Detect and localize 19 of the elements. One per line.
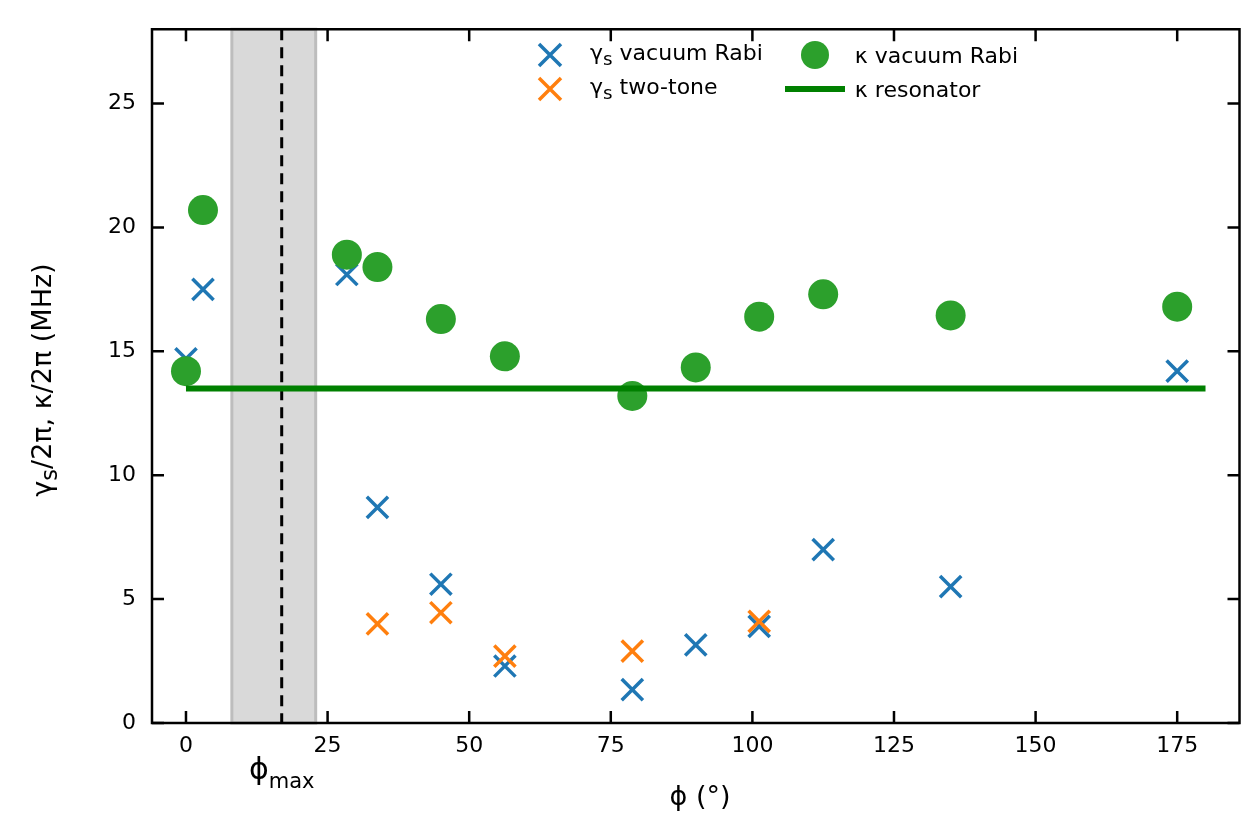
x-tick-label: 50	[455, 731, 484, 757]
y-tick-label: 25	[108, 89, 136, 115]
legend-label: κ vacuum Rabi	[854, 42, 1019, 68]
legend-label: κ resonator	[854, 76, 981, 102]
legend-label: γ$_{s}$ vacuum Rabi	[590, 40, 763, 70]
x-tick-label: 75	[596, 731, 625, 757]
x-tick-label: 0	[178, 731, 193, 757]
x-tick-label: 100	[731, 731, 774, 757]
x-tick-label: 25	[313, 731, 342, 757]
x-tick-label: 125	[872, 731, 915, 757]
y-tick-label: 10	[108, 460, 136, 486]
y-tick-label: 20	[108, 213, 136, 239]
legend-label: γ$_{s}$ two-tone	[590, 74, 718, 104]
x-tick-label: 150	[1014, 731, 1057, 757]
y-tick-label: 0	[122, 708, 136, 734]
y-tick-label: 5	[122, 584, 136, 610]
x-tick-label: 175	[1156, 731, 1199, 757]
y-tick-label: 15	[108, 337, 136, 363]
x-axis-title: ϕ (°)	[669, 780, 731, 811]
